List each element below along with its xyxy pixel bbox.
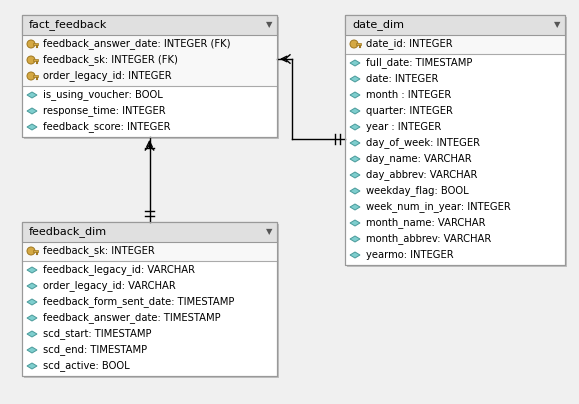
Text: week_num_in_year: INTEGER: week_num_in_year: INTEGER [366, 202, 511, 213]
Text: response_time: INTEGER: response_time: INTEGER [43, 105, 166, 116]
Text: ▼: ▼ [266, 227, 272, 236]
Polygon shape [350, 236, 360, 242]
Polygon shape [350, 156, 360, 162]
Polygon shape [350, 124, 360, 130]
Polygon shape [27, 347, 37, 353]
Text: feedback_dim: feedback_dim [29, 227, 107, 238]
Text: yearmo: INTEGER: yearmo: INTEGER [366, 250, 453, 260]
Text: feedback_legacy_id: VARCHAR: feedback_legacy_id: VARCHAR [43, 265, 195, 276]
Polygon shape [350, 108, 360, 114]
Bar [24, 17, 279, 139]
Text: scd_start: TIMESTAMP: scd_start: TIMESTAMP [43, 328, 152, 339]
Circle shape [27, 247, 35, 255]
Text: full_date: TIMESTAMP: full_date: TIMESTAMP [366, 57, 472, 68]
Text: feedback_sk: INTEGER (FK): feedback_sk: INTEGER (FK) [43, 55, 178, 65]
Bar [34, 250, 38, 252]
Polygon shape [350, 188, 360, 194]
Text: scd_active: BOOL: scd_active: BOOL [43, 360, 130, 371]
Polygon shape [350, 76, 360, 82]
Text: month_abbrev: VARCHAR: month_abbrev: VARCHAR [366, 234, 491, 244]
Bar [22, 35, 277, 86]
Text: feedback_answer_date: TIMESTAMP: feedback_answer_date: TIMESTAMP [43, 313, 221, 324]
Bar [24, 224, 279, 378]
Polygon shape [27, 92, 37, 98]
Polygon shape [350, 92, 360, 98]
Polygon shape [350, 252, 360, 258]
Circle shape [27, 72, 35, 80]
Bar [22, 15, 277, 137]
Polygon shape [350, 172, 360, 178]
Bar [34, 59, 38, 61]
Bar [345, 15, 565, 265]
Polygon shape [350, 60, 360, 66]
Bar [22, 222, 277, 242]
Bar [22, 15, 277, 137]
Text: weekday_flag: BOOL: weekday_flag: BOOL [366, 185, 468, 196]
Bar [22, 222, 277, 376]
Bar [347, 17, 567, 267]
Polygon shape [27, 124, 37, 130]
Polygon shape [27, 283, 37, 289]
Bar [22, 242, 277, 261]
Text: day_name: VARCHAR: day_name: VARCHAR [366, 154, 472, 164]
Text: is_using_voucher: BOOL: is_using_voucher: BOOL [43, 90, 163, 101]
Text: feedback_sk: INTEGER: feedback_sk: INTEGER [43, 246, 155, 257]
Text: feedback_score: INTEGER: feedback_score: INTEGER [43, 122, 170, 133]
Text: day_of_week: INTEGER: day_of_week: INTEGER [366, 137, 480, 148]
Polygon shape [27, 363, 37, 369]
Text: feedback_answer_date: INTEGER (FK): feedback_answer_date: INTEGER (FK) [43, 38, 230, 49]
Bar [34, 42, 38, 45]
Polygon shape [27, 299, 37, 305]
Circle shape [27, 56, 35, 64]
Text: month : INTEGER: month : INTEGER [366, 90, 451, 100]
Text: date: INTEGER: date: INTEGER [366, 74, 438, 84]
Text: day_abbrev: VARCHAR: day_abbrev: VARCHAR [366, 170, 477, 181]
Polygon shape [27, 331, 37, 337]
Bar [22, 222, 277, 376]
Text: date_dim: date_dim [352, 19, 404, 30]
Text: order_legacy_id: VARCHAR: order_legacy_id: VARCHAR [43, 280, 176, 291]
Polygon shape [27, 267, 37, 273]
Bar [345, 35, 565, 54]
Text: order_legacy_id: INTEGER: order_legacy_id: INTEGER [43, 71, 171, 82]
Text: scd_end: TIMESTAMP: scd_end: TIMESTAMP [43, 345, 147, 356]
Polygon shape [27, 315, 37, 321]
Bar [345, 15, 565, 265]
Circle shape [350, 40, 358, 48]
Bar [34, 75, 38, 78]
Polygon shape [27, 108, 37, 114]
Text: feedback_form_sent_date: TIMESTAMP: feedback_form_sent_date: TIMESTAMP [43, 297, 234, 307]
Bar [357, 42, 361, 45]
Text: date_id: INTEGER: date_id: INTEGER [366, 38, 453, 49]
Text: ▼: ▼ [554, 21, 560, 29]
Text: ▼: ▼ [266, 21, 272, 29]
Polygon shape [350, 140, 360, 146]
Bar [22, 15, 277, 35]
Bar [345, 15, 565, 35]
Polygon shape [350, 204, 360, 210]
Text: fact_feedback: fact_feedback [29, 19, 107, 30]
Text: quarter: INTEGER: quarter: INTEGER [366, 106, 453, 116]
Text: month_name: VARCHAR: month_name: VARCHAR [366, 217, 486, 228]
Polygon shape [350, 220, 360, 226]
Text: year : INTEGER: year : INTEGER [366, 122, 441, 132]
Circle shape [27, 40, 35, 48]
